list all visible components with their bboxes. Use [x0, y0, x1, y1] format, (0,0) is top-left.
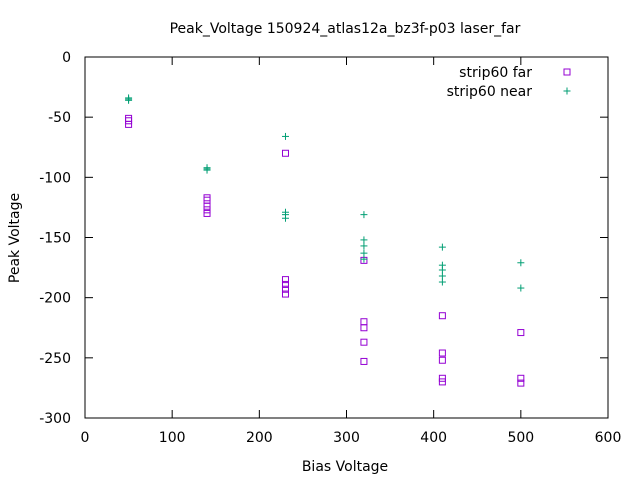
y-tick-label: 0: [62, 50, 71, 66]
series-square: [125, 114, 525, 387]
y-axis-label: Peak Voltage: [7, 193, 23, 283]
data-point: [281, 276, 289, 284]
y-tick-label: -200: [39, 291, 71, 307]
legend-marker: [563, 87, 571, 95]
data-point: [125, 96, 133, 104]
data-point: [203, 206, 211, 214]
x-tick-label: 0: [81, 430, 90, 446]
data-point: [438, 356, 446, 364]
data-point: [517, 379, 525, 387]
data-point: [360, 249, 368, 257]
legend-label: strip60 near: [447, 84, 533, 100]
data-point: [203, 202, 211, 210]
data-point: [360, 324, 368, 332]
data-point: [360, 357, 368, 365]
data-point: [438, 312, 446, 320]
data-point: [281, 280, 289, 288]
data-point: [438, 378, 446, 386]
data-point: [281, 290, 289, 298]
series-plus: [125, 94, 525, 292]
data-point: [125, 114, 133, 122]
x-tick-label: 300: [333, 430, 360, 446]
data-point: [517, 259, 525, 267]
data-point: [281, 214, 289, 222]
data-point: [360, 211, 368, 219]
data-point: [438, 243, 446, 251]
x-tick-label: 500: [507, 430, 534, 446]
chart-title: Peak_Voltage 150924_atlas12a_bz3f-p03 la…: [170, 21, 521, 37]
data-point: [517, 329, 525, 337]
legend-marker: [563, 68, 571, 76]
data-point: [203, 209, 211, 217]
x-axis-label: Bias Voltage: [302, 459, 388, 475]
x-tick-label: 400: [420, 430, 447, 446]
data-point: [517, 374, 525, 382]
data-point: [438, 374, 446, 382]
data-point: [360, 242, 368, 250]
data-point: [517, 284, 525, 292]
plot-border: [84, 56, 609, 419]
data-point: [203, 194, 211, 202]
y-tick-label: -100: [39, 170, 71, 186]
data-point: [438, 349, 446, 357]
y-tick-label: -50: [48, 110, 71, 126]
x-tick-label: 200: [246, 430, 273, 446]
data-point: [360, 338, 368, 346]
data-point: [360, 255, 368, 263]
data-point: [438, 278, 446, 286]
data-point: [360, 318, 368, 326]
y-tick-label: -300: [39, 411, 71, 427]
data-points: [125, 94, 525, 387]
y-tick-label: -150: [39, 231, 71, 247]
axes: [84, 56, 609, 419]
x-tick-label: 600: [595, 430, 622, 446]
data-point: [438, 272, 446, 280]
legend-label: strip60 far: [459, 65, 532, 81]
legend: strip60 far strip60 near: [447, 65, 571, 100]
data-point: [281, 285, 289, 293]
data-point: [360, 236, 368, 244]
data-point: [281, 149, 289, 157]
data-point: [125, 120, 133, 128]
data-point: [203, 166, 211, 174]
data-point: [203, 196, 211, 204]
data-point: [438, 266, 446, 274]
data-point: [125, 117, 133, 125]
y-tick-label: -250: [39, 351, 71, 367]
data-point: [281, 132, 289, 140]
tick-labels: 0 100 200 300 400 500 600 0 -50 -100 -150 -200 -250 -…: [39, 50, 621, 446]
x-tick-label: 100: [159, 430, 186, 446]
